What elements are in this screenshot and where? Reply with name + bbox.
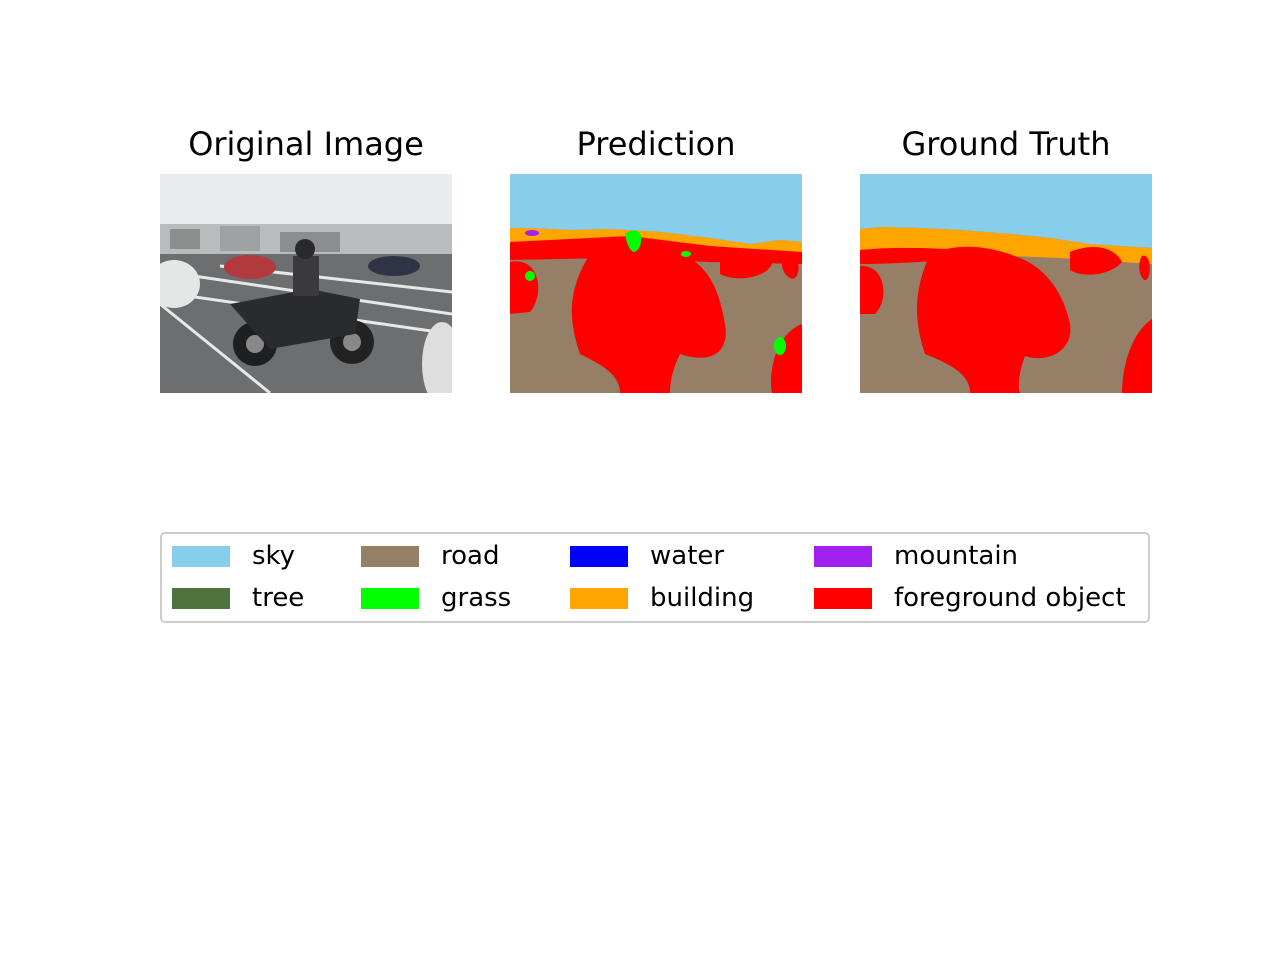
legend-label-mountain: mountain (894, 541, 1019, 571)
legend-label-road: road (441, 541, 500, 571)
legend-item-tree: tree (172, 578, 304, 618)
legend-label-building: building (650, 583, 755, 613)
legend-swatch-road (361, 545, 419, 567)
legend-swatch-tree (172, 587, 230, 609)
legend-label-sky: sky (252, 541, 296, 571)
ground-truth-mask (860, 174, 1152, 393)
legend-item-grass: grass (361, 578, 511, 618)
prediction-mask (510, 174, 802, 393)
legend-item-mountain: mountain (814, 536, 1018, 576)
legend-swatch-water (570, 545, 628, 567)
legend-label-tree: tree (252, 583, 305, 613)
legend-label-foreground-object: foreground object (894, 583, 1126, 613)
legend-swatch-mountain (814, 545, 872, 567)
legend-swatch-sky (172, 545, 230, 567)
ground-truth-title: Ground Truth (901, 125, 1111, 163)
legend-item-road: road (361, 536, 499, 576)
legend-item-sky: sky (172, 536, 295, 576)
original-image-title: Original Image (188, 125, 424, 163)
legend-item-water: water (570, 536, 724, 576)
legend-box: sky tree road grass water building mount… (160, 532, 1150, 623)
legend-label-grass: grass (441, 583, 512, 613)
legend-label-water: water (650, 541, 725, 571)
legend-item-building: building (570, 578, 754, 618)
legend-swatch-foreground-object (814, 587, 872, 609)
prediction-title: Prediction (576, 125, 736, 163)
legend-swatch-grass (361, 587, 419, 609)
legend-swatch-building (570, 587, 628, 609)
legend-item-foreground-object: foreground object (814, 578, 1126, 618)
original-image-photo (160, 174, 452, 393)
